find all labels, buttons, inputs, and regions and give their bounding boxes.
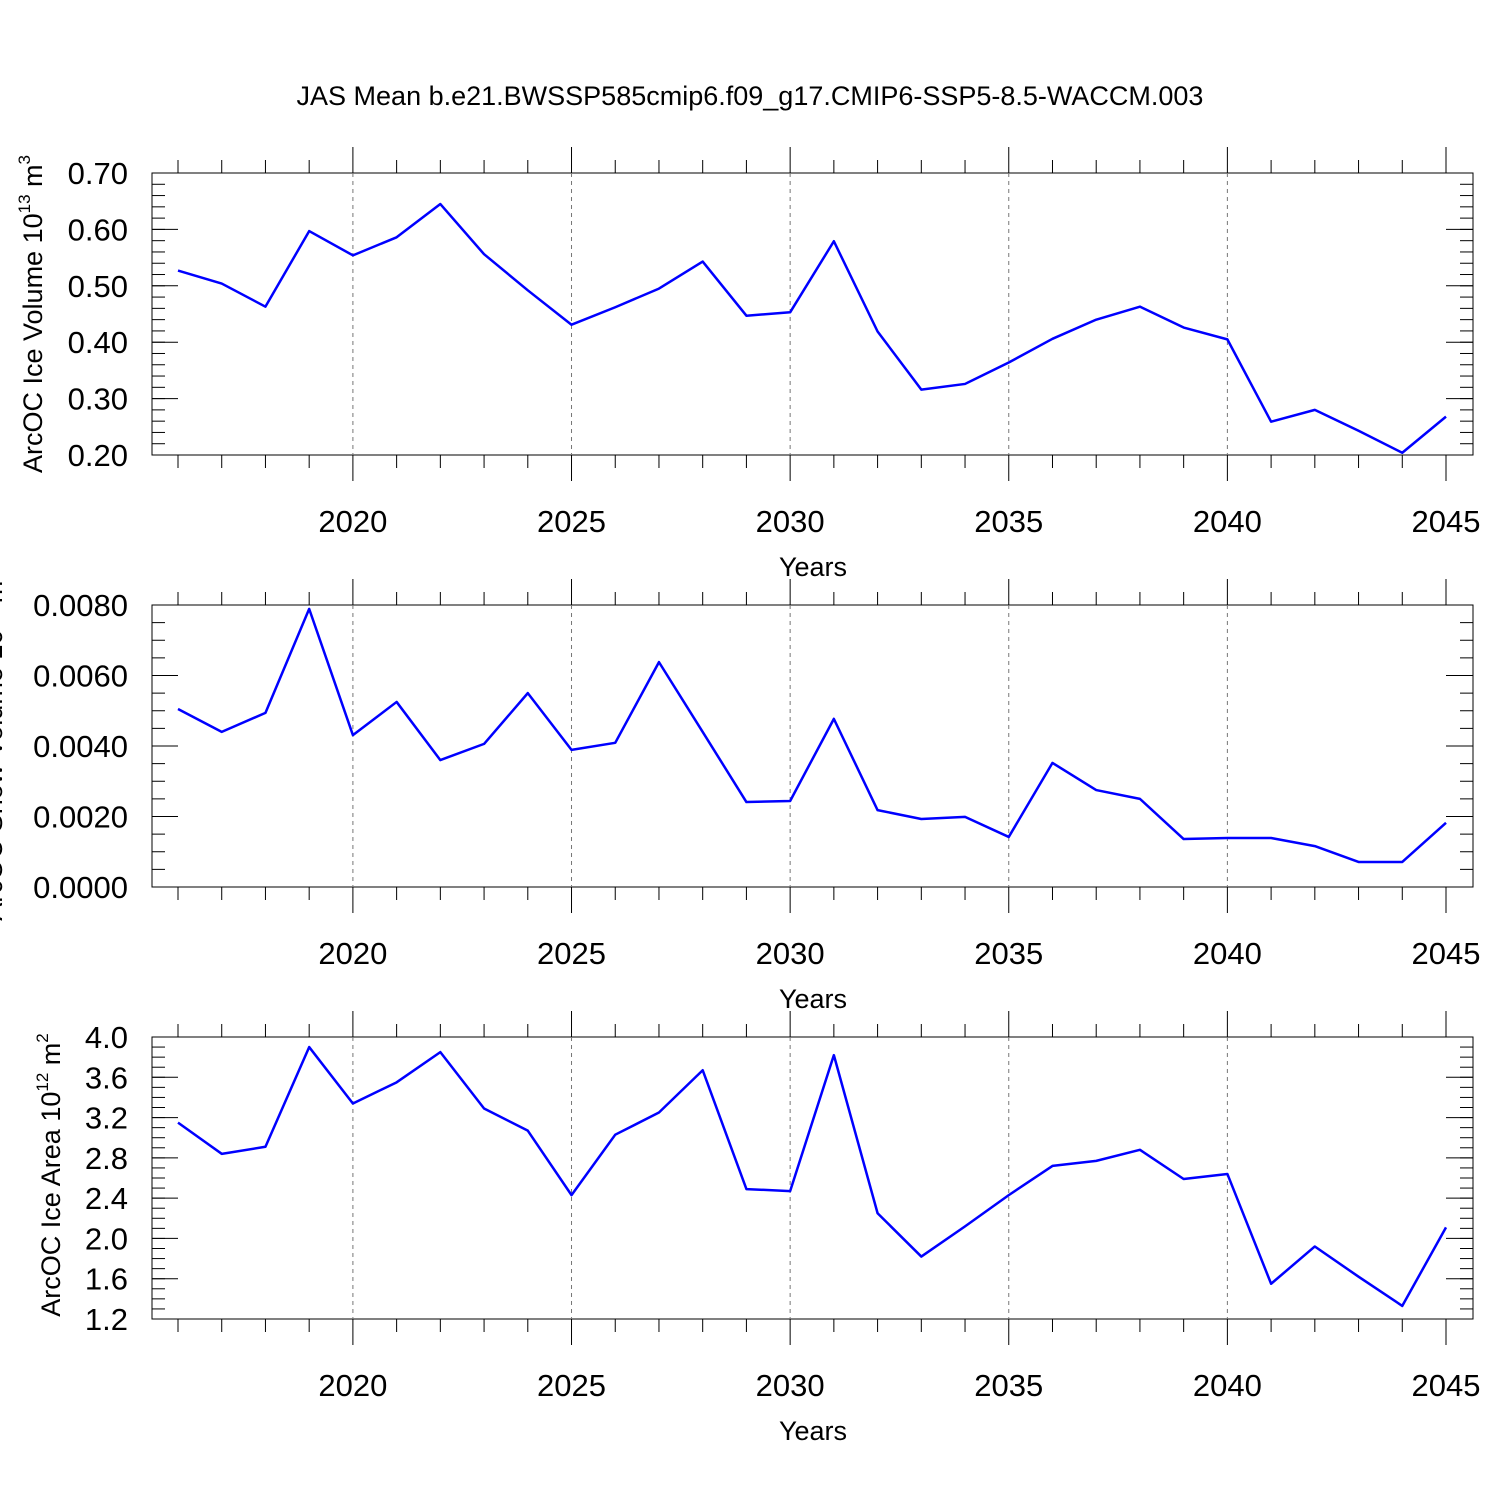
y-tick-label: 0.70 [68, 156, 128, 191]
y-axis-label-unit: m [18, 164, 48, 194]
x-tick-label: 2025 [537, 1368, 606, 1403]
y-tick-label: 0.60 [68, 212, 128, 247]
x-tick-label: 2035 [974, 936, 1043, 971]
panel-3: 2020 2025 2030 2035 2040 2045 Years 1.2 1.6 2.0 2.… [33, 1011, 1480, 1446]
y-tick-label: 2.0 [85, 1221, 128, 1256]
y-axis-label-unit-exponent: 2 [33, 1033, 52, 1042]
y-axis-label-text: ArcOC Ice Area 10 [36, 1092, 66, 1317]
y-axis-label-unit-exponent: 3 [15, 155, 34, 164]
x-tick-label: 2030 [756, 504, 825, 539]
plot-frame [151, 1036, 1474, 1320]
x-axis-label: Years [779, 984, 847, 1014]
chart-title: JAS Mean b.e21.BWSSP585cmip6.f09_g17.CMI… [297, 81, 1204, 111]
y-tick-label: 0.20 [68, 438, 128, 473]
x-tick-label: 2045 [1412, 504, 1481, 539]
plot-frame [151, 604, 1474, 888]
y-tick-label: 0.30 [68, 382, 128, 417]
x-axis-label: Years [779, 552, 847, 582]
y-tick-label: 0.40 [68, 325, 128, 360]
y-tick-label: 0.50 [68, 269, 128, 304]
x-tick-label: 2020 [318, 1368, 387, 1403]
panel-2: 2020 2025 2030 2035 2040 2045 Years 0.0000 0.002… [0, 571, 1481, 1014]
x-tick-label: 2035 [974, 1368, 1043, 1403]
y-tick-label: 1.6 [85, 1262, 128, 1297]
x-tick-label: 2040 [1193, 504, 1262, 539]
y-axis-label-text: ArcOC Snow Volume 10 [0, 630, 8, 921]
panel-1: 2020 2025 2030 2035 2040 2045 Years 0.20 0.30 0.4… [15, 147, 1480, 582]
y-axis-label-unit: m [0, 581, 8, 611]
data-line [177, 607, 1447, 864]
y-tick-label: 0.0040 [33, 729, 128, 764]
y-tick-label: 3.2 [85, 1101, 128, 1136]
x-tick-label: 2045 [1412, 1368, 1481, 1403]
x-tick-label: 2025 [537, 936, 606, 971]
y-tick-label: 2.8 [85, 1141, 128, 1176]
y-tick-label: 4.0 [85, 1020, 128, 1055]
y-axis-label-text: ArcOC Ice Volume 10 [18, 213, 48, 473]
x-tick-label: 2040 [1193, 936, 1262, 971]
x-tick-label: 2035 [974, 504, 1043, 539]
x-tick-label: 2040 [1193, 1368, 1262, 1403]
data-line [177, 1045, 1448, 1308]
x-tick-label: 2030 [756, 1368, 825, 1403]
x-axis-label: Years [779, 1416, 847, 1446]
y-tick-label: 2.4 [85, 1181, 128, 1216]
y-tick-label: 0.0060 [33, 659, 128, 694]
y-tick-label: 0.0020 [33, 800, 128, 835]
x-tick-label: 2020 [318, 504, 387, 539]
y-axis-label: ArcOC Snow Volume 1013 m3 [0, 571, 8, 921]
y-axis-label: ArcOC Ice Volume 1013 m3 [15, 155, 48, 473]
data-line [177, 202, 1447, 454]
plot-frame [151, 172, 1474, 456]
y-tick-label: 3.6 [85, 1060, 128, 1095]
y-tick-label: 1.2 [85, 1302, 128, 1337]
y-axis-label-exponent: 13 [15, 194, 34, 213]
y-tick-label: 0.0080 [33, 588, 128, 623]
y-axis-label-unit: m [36, 1043, 66, 1073]
y-tick-label: 0.0000 [33, 870, 128, 905]
x-tick-label: 2045 [1412, 936, 1481, 971]
x-tick-label: 2030 [756, 936, 825, 971]
x-tick-label: 2025 [537, 504, 606, 539]
y-axis-label-exponent: 12 [33, 1073, 52, 1092]
x-tick-label: 2020 [318, 936, 387, 971]
y-axis-label: ArcOC Ice Area 1012 m2 [33, 1033, 66, 1317]
